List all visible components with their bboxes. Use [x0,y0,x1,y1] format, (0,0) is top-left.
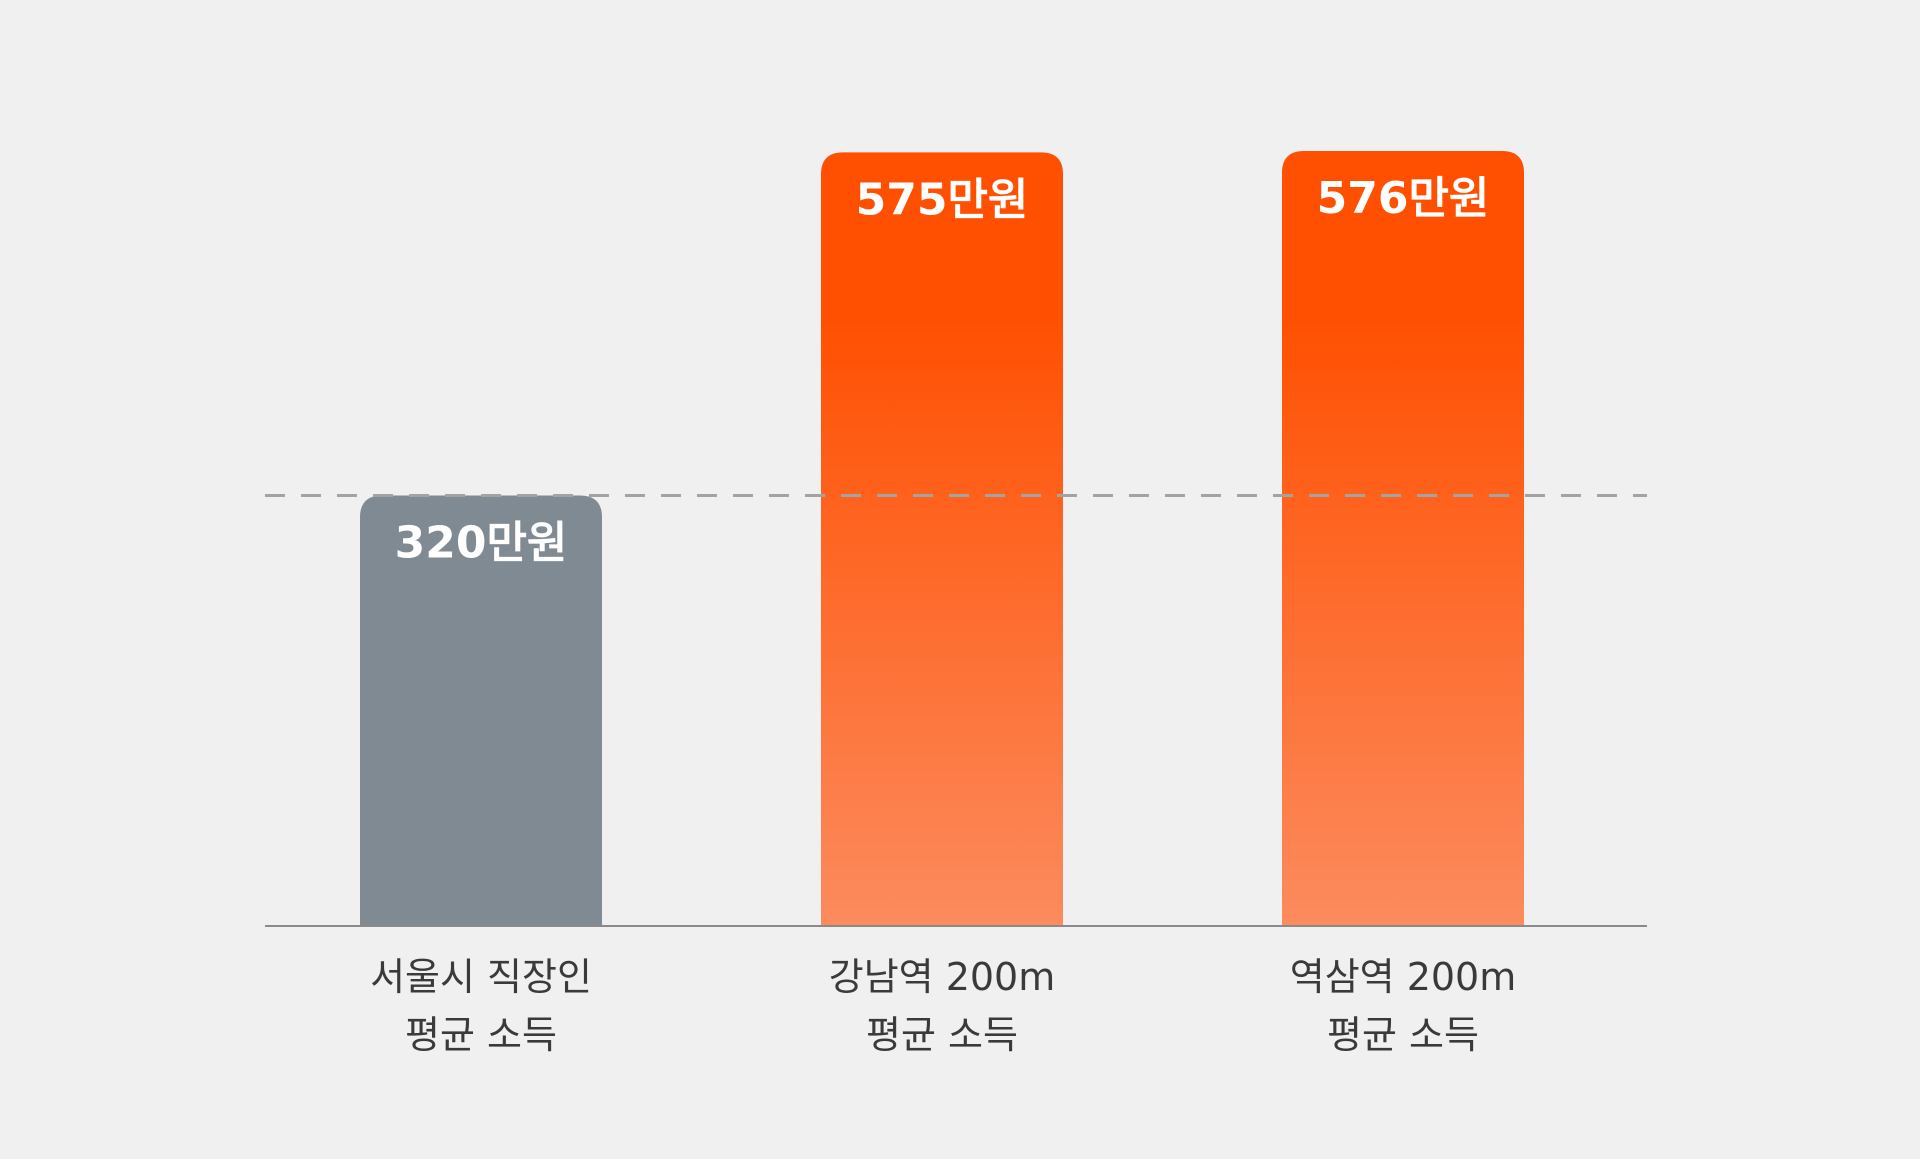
bar-0 [360,495,602,926]
category-label-2-line-0: 역삼역 200m [1290,955,1517,999]
bar-1 [821,152,1063,927]
value-label-2: 576만원 [1317,173,1490,224]
category-label-0-line-0: 서울시 직장인 [370,955,592,999]
category-label-2-line-1: 평균 소득 [1327,1013,1479,1057]
category-label-1-line-1: 평균 소득 [866,1013,1018,1057]
bars-layer [360,151,1524,927]
value-label-0: 320만원 [395,517,568,568]
value-label-1: 575만원 [856,174,1029,225]
category-label-0-line-1: 평균 소득 [405,1013,557,1057]
category-label-1-line-0: 강남역 200m [829,955,1056,999]
bar-2 [1282,151,1524,926]
